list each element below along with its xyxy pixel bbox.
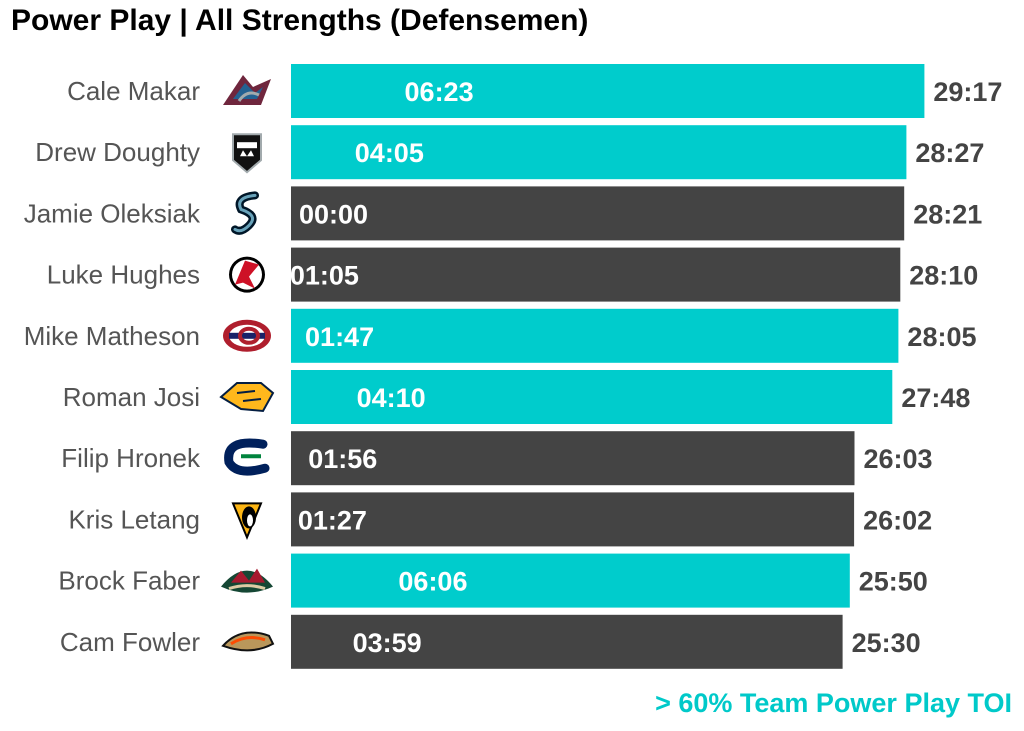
bar bbox=[291, 614, 843, 669]
pp-toi-label: 06:06 bbox=[398, 567, 467, 597]
player-label: Brock Faber bbox=[58, 566, 200, 596]
pp-toi-label: 01:56 bbox=[308, 444, 377, 474]
avalanche-logo-icon bbox=[223, 75, 271, 105]
player-label: Mike Matheson bbox=[24, 321, 200, 351]
pp-toi-label: 04:10 bbox=[357, 383, 426, 413]
total-toi-label: 25:30 bbox=[852, 628, 921, 658]
total-toi-label: 28:10 bbox=[909, 261, 978, 291]
bar bbox=[291, 553, 850, 608]
kings-logo-icon bbox=[232, 133, 262, 174]
canadiens-logo-icon bbox=[223, 319, 271, 352]
player-label: Kris Letang bbox=[68, 504, 200, 534]
legend-footnote: > 60% Team Power Play TOI bbox=[655, 688, 1012, 718]
bar-row: Kris Letang 01:27 26:02 bbox=[68, 492, 932, 547]
bar bbox=[291, 247, 901, 302]
player-label: Filip Hronek bbox=[61, 443, 201, 473]
pp-toi-label: 06:23 bbox=[405, 77, 474, 107]
bar-row: Jamie Oleksiak 00:00 28:21 bbox=[24, 186, 982, 241]
bar-row: Cale Makar 06:23 29:17 bbox=[67, 64, 1002, 118]
bar-row: Luke Hughes 01:05 28:10 bbox=[47, 247, 978, 302]
bar-row: Drew Doughty 04:05 28:27 bbox=[35, 125, 984, 180]
bar-row: Brock Faber 06:06 25:50 bbox=[58, 553, 928, 608]
total-toi-label: 26:03 bbox=[863, 444, 932, 474]
player-label: Drew Doughty bbox=[35, 137, 200, 167]
pp-toi-label: 00:00 bbox=[299, 199, 368, 229]
bar bbox=[291, 125, 907, 180]
player-label: Cale Makar bbox=[67, 76, 200, 106]
predators-logo-icon bbox=[219, 382, 275, 413]
player-label: Roman Josi bbox=[63, 382, 200, 412]
total-toi-label: 28:05 bbox=[907, 322, 976, 352]
total-toi-label: 28:27 bbox=[915, 138, 984, 168]
penguins-logo-icon bbox=[231, 502, 263, 541]
total-toi-label: 27:48 bbox=[901, 383, 970, 413]
wild-logo-icon bbox=[221, 568, 273, 593]
pp-toi-label: 04:05 bbox=[355, 138, 424, 168]
total-toi-label: 25:50 bbox=[859, 567, 928, 597]
bar bbox=[291, 431, 855, 486]
devils-logo-icon bbox=[229, 256, 265, 293]
pp-toi-label: 03:59 bbox=[353, 628, 422, 658]
pp-toi-label: 01:05 bbox=[290, 261, 359, 291]
bar bbox=[291, 492, 855, 547]
bar-row: Cam Fowler 03:59 25:30 bbox=[60, 614, 921, 669]
bar bbox=[291, 64, 925, 118]
bar-row: Filip Hronek 01:56 26:03 bbox=[61, 431, 933, 486]
chart-title: Power Play | All Strengths (Defensemen) bbox=[11, 4, 589, 37]
kraken-logo-icon bbox=[231, 191, 259, 235]
total-toi-label: 26:02 bbox=[863, 505, 932, 535]
pp-toi-label: 01:47 bbox=[305, 322, 374, 352]
player-label: Jamie Oleksiak bbox=[24, 198, 201, 228]
pp-toi-label: 01:27 bbox=[298, 505, 367, 535]
canucks-logo-icon bbox=[224, 438, 270, 476]
bar bbox=[291, 308, 899, 363]
player-label: Luke Hughes bbox=[47, 260, 200, 290]
bar bbox=[291, 186, 905, 241]
ducks-logo-icon bbox=[221, 631, 275, 652]
total-toi-label: 28:21 bbox=[913, 199, 982, 229]
bar bbox=[291, 370, 893, 424]
player-label: Cam Fowler bbox=[60, 627, 200, 657]
total-toi-label: 29:17 bbox=[933, 77, 1002, 107]
bar-row: Mike Matheson 01:47 28:05 bbox=[24, 308, 976, 363]
bar-row: Roman Josi 04:10 27:48 bbox=[63, 370, 970, 424]
